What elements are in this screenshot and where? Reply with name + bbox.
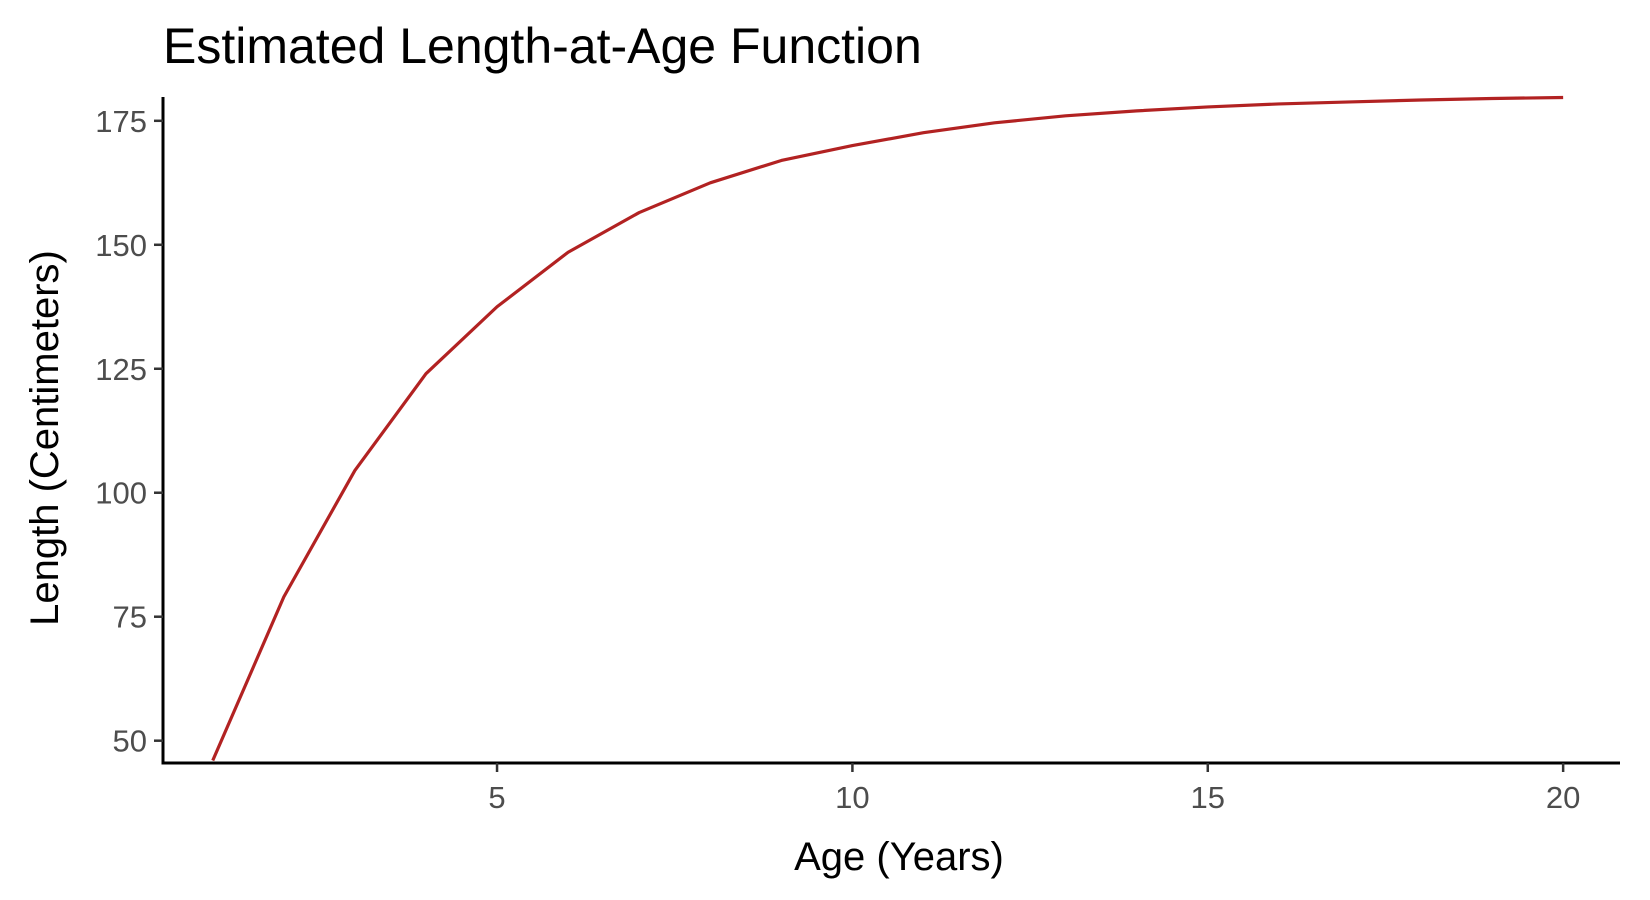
y-tick-label: 175 <box>95 104 147 139</box>
plot-area <box>211 95 1564 762</box>
y-tick-label: 75 <box>113 600 147 635</box>
x-tick-label: 10 <box>835 780 869 815</box>
y-tick-label: 50 <box>113 724 147 759</box>
x-axis-title: Age (Years) <box>794 835 1004 879</box>
x-tick-label: 5 <box>488 780 505 815</box>
x-tick-label: 15 <box>1191 780 1225 815</box>
y-tick-label: 150 <box>95 228 147 263</box>
x-tick-label: 20 <box>1546 780 1580 815</box>
chart-title: Estimated Length-at-Age Function <box>163 18 922 74</box>
y-axis-title: Length (Centimeters) <box>23 250 67 626</box>
y-tick-label: 100 <box>95 476 147 511</box>
y-axis-ticks: 50 75 100 125 150 175 <box>95 104 163 759</box>
y-tick-label: 125 <box>95 352 147 387</box>
x-axis-ticks: 5 10 15 20 <box>488 763 1580 815</box>
series-line-0 <box>211 95 1564 762</box>
